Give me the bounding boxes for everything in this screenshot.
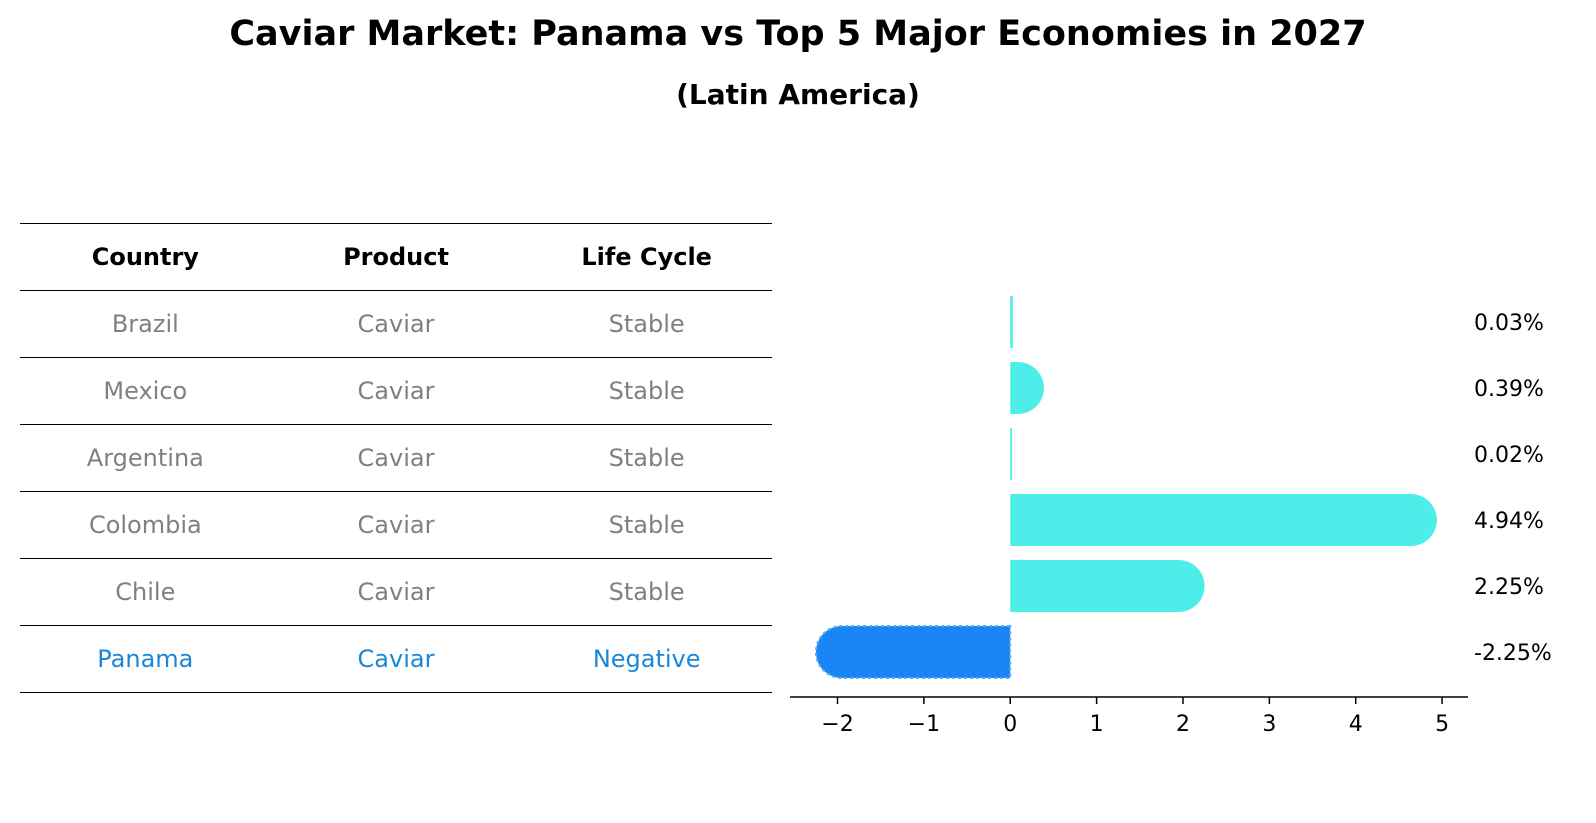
cell-country: Mexico — [103, 377, 188, 405]
bar — [1010, 560, 1205, 612]
x-tick-label: 5 — [1435, 712, 1449, 737]
table-row-highlight: Panama Caviar Negative — [20, 625, 772, 693]
cell-country: Colombia — [88, 511, 202, 539]
cell-country: Brazil — [111, 310, 179, 338]
x-tick-label: 4 — [1349, 712, 1363, 737]
bar — [1010, 428, 1012, 480]
header-country: Country — [91, 243, 199, 271]
cell-life-cycle: Stable — [608, 310, 685, 338]
table-header-row: Country Product Life Cycle — [20, 223, 772, 290]
cell-product: Caviar — [357, 578, 435, 606]
data-label: 0.03% — [1474, 311, 1544, 336]
x-tick-label: −1 — [908, 712, 940, 737]
x-tick-label: 1 — [1090, 712, 1104, 737]
table-row: Brazil Caviar Stable — [20, 290, 772, 357]
cell-product: Caviar — [357, 444, 435, 472]
data-label: 0.39% — [1474, 377, 1544, 402]
cell-life-cycle: Stable — [608, 377, 685, 405]
cell-country: Chile — [115, 578, 176, 606]
bar — [814, 625, 1012, 679]
cell-product: Caviar — [357, 310, 435, 338]
chart-title: Caviar Market: Panama vs Top 5 Major Eco… — [229, 14, 1367, 54]
data-label: -2.25% — [1474, 641, 1552, 666]
bar — [1010, 296, 1013, 348]
cell-country: Argentina — [86, 444, 204, 472]
cell-life-cycle: Stable — [608, 444, 685, 472]
x-tick-label: 3 — [1262, 712, 1276, 737]
bar — [1010, 362, 1044, 414]
cell-product: Caviar — [357, 645, 435, 673]
data-label: 4.94% — [1474, 509, 1544, 534]
chart-subtitle: (Latin America) — [676, 78, 920, 111]
table-row: Argentina Caviar Stable — [20, 424, 772, 491]
cell-life-cycle: Negative — [592, 645, 701, 673]
cell-life-cycle: Stable — [608, 578, 685, 606]
x-tick-label: −2 — [821, 712, 853, 737]
cell-product: Caviar — [357, 511, 435, 539]
x-tick-label: 2 — [1176, 712, 1190, 737]
data-label: 0.02% — [1474, 443, 1544, 468]
data-label: 2.25% — [1474, 575, 1544, 600]
table-row: Mexico Caviar Stable — [20, 357, 772, 424]
cell-life-cycle: Stable — [608, 511, 685, 539]
cell-country: Panama — [97, 645, 194, 673]
x-tick-label: 0 — [1003, 712, 1017, 737]
table-row: Colombia Caviar Stable — [20, 491, 772, 558]
cell-product: Caviar — [357, 377, 435, 405]
header-product: Product — [343, 243, 449, 271]
header-life-cycle: Life Cycle — [581, 243, 712, 271]
bar — [1010, 494, 1437, 546]
table-row: Chile Caviar Stable — [20, 558, 772, 625]
data-table: Country Product Life Cycle Brazil Caviar… — [20, 223, 772, 693]
